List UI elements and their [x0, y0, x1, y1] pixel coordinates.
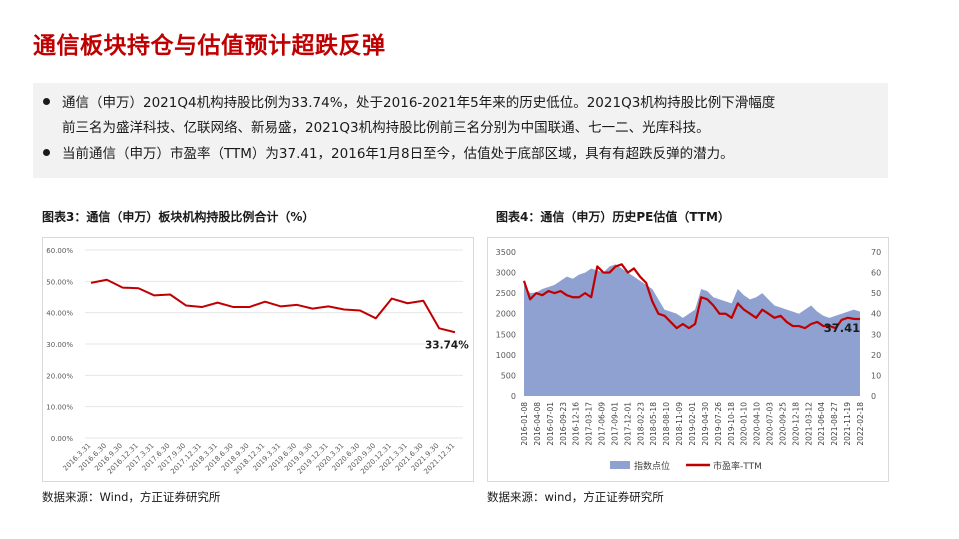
left-axis-tick-label: 0 [511, 392, 516, 401]
holding-ratio-chart: 0.00% 10.00% 20.00% 30.00% 40.00% 50.00% 60.00… [42, 237, 474, 482]
left-axis-tick-label: 2500 [496, 289, 516, 298]
bullet-text: 通信（申万）2021Q4机构持股比例为33.74%，处于2016-2021年5年… [62, 95, 776, 111]
right-axis-tick-label: 0 [871, 392, 876, 401]
y-tick-label: 50.00% [46, 278, 73, 286]
left-axis-tick-label: 3000 [496, 269, 516, 278]
x-tick-label: 2018-02-23 [636, 402, 645, 446]
x-tick-label: 2019-04-30 [701, 402, 710, 446]
x-tick-label: 2021-03-12 [804, 402, 813, 446]
pe-valuation-chart: 0 500 1000 1500 2000 2500 3000 3500 0 10 20 30 40 50 6… [487, 237, 889, 482]
x-tick-label: 2022-02-18 [856, 402, 865, 446]
index-area-series [524, 264, 860, 396]
x-tick-label: 2019-02-01 [688, 402, 697, 446]
x-tick-label: 2016-12-16 [572, 402, 581, 446]
y-tick-label: 60.00% [46, 247, 73, 255]
x-tick-label: 2020-04-10 [753, 402, 762, 446]
x-tick-label: 2018-08-10 [662, 402, 671, 446]
x-tick-label: 2017-03-17 [585, 402, 594, 446]
x-tick-label: 2019-07-26 [714, 402, 723, 446]
y-tick-label: 30.00% [46, 341, 73, 349]
pe-series-line [522, 263, 861, 330]
page-title: 通信板块持仓与估值预计超跌反弹 [33, 33, 386, 59]
right-axis-tick-label: 70 [871, 248, 881, 257]
legend-index-label: 指数点位 [634, 460, 670, 472]
y-tick-label: 20.00% [46, 372, 73, 380]
x-tick-label: 2017-06-09 [598, 402, 607, 446]
figure-3-title: 图表3：通信（申万）板块机构持股比例合计（%） [42, 210, 315, 224]
figure-4-source: 数据来源：wind，方正证券研究所 [487, 490, 664, 504]
x-tick-label: 2021-08-27 [830, 402, 839, 446]
left-axis-tick-label: 3500 [496, 248, 516, 257]
right-axis-tick-label: 10 [871, 371, 881, 380]
x-tick-label: 2017-12-01 [623, 402, 632, 446]
left-axis-tick-label: 1500 [496, 330, 516, 339]
pe-valuation-chart-svg: 0 500 1000 1500 2000 2500 3000 3500 0 10 20 30 40 50 6… [496, 248, 882, 472]
bullet-dot-icon [43, 97, 50, 105]
x-tick-label: 2019-10-18 [727, 402, 736, 446]
left-axis-tick-label: 2000 [496, 310, 516, 319]
x-tick-label: 2016-04-08 [533, 402, 542, 446]
bullet-text: 当前通信（申万）市盈率（TTM）为37.41，2016年1月8日至今，估值处于底… [62, 146, 734, 162]
x-tick-label: 2021-06-04 [817, 402, 826, 446]
legend-index-swatch [610, 461, 630, 469]
holding-ratio-chart-svg: 0.00% 10.00% 20.00% 30.00% 40.00% 50.00% 60.00… [46, 247, 469, 476]
right-axis-tick-label: 60 [871, 269, 881, 278]
x-tick-label: 2020-09-25 [778, 402, 787, 446]
x-tick-label: 2020-12-18 [791, 402, 800, 446]
y-tick-label: 0.00% [51, 435, 74, 443]
x-tick-label: 2021-11-19 [843, 402, 852, 446]
figure-4-title: 图表4：通信（申万）历史PE估值（TTM） [496, 210, 730, 224]
bullet-item: 当前通信（申万）市盈率（TTM）为37.41，2016年1月8日至今，估值处于底… [43, 142, 734, 167]
x-tick-label: 2020-01-10 [740, 402, 749, 446]
right-axis-tick-label: 30 [871, 330, 881, 339]
y-tick-label: 10.00% [46, 404, 73, 412]
x-tick-label: 2020-07-03 [766, 402, 775, 446]
x-tick-label: 2018-05-18 [649, 402, 658, 446]
latest-pe-label: 37.41 [824, 321, 860, 335]
y-tick-label: 40.00% [46, 310, 73, 318]
figure-3-source: 数据来源：Wind，方正证券研究所 [42, 490, 221, 504]
x-tick-label: 2016-07-01 [546, 402, 555, 446]
legend-pe-label: 市盈率-TTM [713, 460, 762, 472]
x-tick-label: 2017-09-01 [610, 402, 619, 446]
right-axis-tick-label: 50 [871, 289, 881, 298]
left-axis-tick-label: 500 [501, 371, 516, 380]
right-axis-tick-label: 40 [871, 310, 881, 319]
left-axis-tick-label: 1000 [496, 351, 516, 360]
bullet-item: 通信（申万）2021Q4机构持股比例为33.74%，处于2016-2021年5年… [43, 91, 775, 141]
x-tick-label: 2016-01-08 [520, 402, 529, 446]
latest-value-label: 33.74% [425, 339, 469, 351]
x-tick-label: 2018-11-09 [675, 402, 684, 446]
bullet-text-continued: 前三名为盛洋科技、亿联网络、新易盛，2021Q3机构持股比例前三名分别为中国联通… [62, 120, 710, 136]
summary-box: 通信（申万）2021Q4机构持股比例为33.74%，处于2016-2021年5年… [33, 83, 888, 178]
bullet-dot-icon [43, 148, 50, 156]
ratio-series-line [90, 278, 456, 334]
x-tick-label: 2016-09-23 [559, 402, 568, 446]
right-axis-tick-label: 20 [871, 351, 881, 360]
